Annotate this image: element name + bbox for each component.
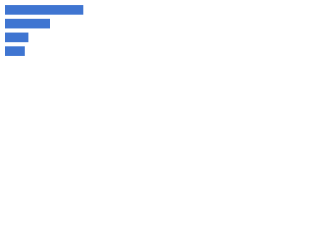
chart: [5, 5, 84, 56]
bar: [5, 46, 25, 56]
bar: [5, 18, 50, 29]
bar: [5, 32, 29, 43]
bar: [5, 5, 84, 15]
